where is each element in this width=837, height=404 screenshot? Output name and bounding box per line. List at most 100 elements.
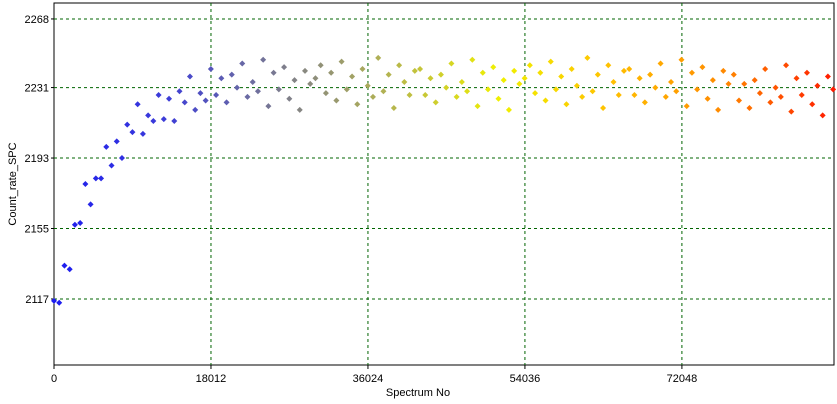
point bbox=[166, 95, 173, 102]
point bbox=[51, 297, 57, 304]
point bbox=[359, 66, 366, 73]
point bbox=[338, 58, 345, 65]
point bbox=[814, 82, 821, 89]
point bbox=[803, 69, 810, 76]
point bbox=[343, 86, 350, 93]
point bbox=[652, 84, 659, 91]
point bbox=[537, 69, 544, 76]
point bbox=[265, 103, 272, 110]
y-tick-label: 2193 bbox=[25, 153, 49, 165]
point bbox=[176, 88, 183, 95]
point bbox=[552, 86, 559, 93]
point bbox=[108, 162, 115, 169]
point bbox=[730, 71, 737, 78]
point bbox=[322, 90, 329, 97]
point bbox=[443, 84, 450, 91]
point bbox=[573, 82, 580, 89]
point bbox=[704, 95, 711, 102]
point bbox=[448, 60, 455, 67]
point bbox=[411, 67, 418, 74]
point bbox=[181, 99, 188, 106]
point bbox=[218, 75, 225, 82]
point bbox=[824, 73, 831, 80]
point bbox=[92, 175, 99, 182]
point bbox=[605, 62, 612, 69]
point bbox=[715, 106, 722, 113]
point bbox=[145, 112, 152, 119]
point bbox=[558, 73, 565, 80]
point bbox=[699, 64, 706, 71]
point bbox=[490, 64, 497, 71]
point bbox=[87, 201, 94, 208]
point bbox=[657, 60, 664, 67]
point bbox=[830, 86, 837, 93]
point bbox=[260, 56, 267, 63]
point bbox=[385, 71, 392, 78]
point bbox=[202, 97, 209, 104]
point bbox=[249, 79, 256, 86]
point bbox=[66, 266, 73, 273]
point bbox=[275, 86, 282, 93]
point bbox=[626, 66, 633, 73]
point bbox=[317, 62, 324, 69]
point bbox=[688, 69, 695, 76]
point bbox=[71, 221, 78, 228]
point bbox=[542, 97, 549, 104]
point bbox=[77, 219, 84, 226]
point bbox=[709, 77, 716, 84]
point bbox=[234, 84, 241, 91]
point bbox=[636, 75, 643, 82]
point bbox=[767, 99, 774, 106]
point bbox=[563, 101, 570, 108]
point bbox=[641, 99, 648, 106]
point bbox=[511, 67, 518, 74]
point bbox=[150, 117, 157, 124]
point bbox=[469, 56, 476, 63]
point bbox=[458, 79, 465, 86]
point bbox=[678, 56, 685, 63]
x-tick-label: 0 bbox=[51, 373, 57, 385]
point bbox=[772, 84, 779, 91]
point bbox=[244, 93, 251, 100]
point bbox=[500, 77, 507, 84]
point bbox=[673, 88, 680, 95]
point bbox=[192, 106, 199, 113]
point bbox=[312, 75, 319, 82]
point bbox=[207, 66, 214, 73]
point bbox=[532, 90, 539, 97]
point bbox=[186, 73, 193, 80]
point bbox=[134, 101, 141, 108]
point bbox=[631, 91, 638, 98]
y-tick-label: 2231 bbox=[25, 83, 49, 95]
point bbox=[171, 117, 178, 124]
point bbox=[432, 99, 439, 106]
point bbox=[333, 97, 340, 104]
point bbox=[401, 79, 408, 86]
point bbox=[683, 103, 690, 110]
point bbox=[620, 67, 627, 74]
x-tick-label: 72048 bbox=[667, 373, 698, 385]
point bbox=[118, 155, 125, 162]
point bbox=[286, 95, 293, 102]
y-tick-label: 2155 bbox=[25, 224, 49, 236]
point bbox=[364, 82, 371, 89]
point bbox=[349, 73, 356, 80]
point bbox=[417, 66, 424, 73]
point bbox=[113, 138, 120, 145]
point bbox=[369, 93, 376, 100]
point bbox=[223, 99, 230, 106]
plot-area bbox=[53, 2, 835, 366]
point bbox=[160, 116, 167, 123]
point bbox=[103, 143, 110, 150]
point bbox=[422, 91, 429, 98]
point bbox=[746, 104, 753, 111]
y-axis-label: Count_rate_SPC bbox=[7, 142, 19, 225]
point bbox=[788, 108, 795, 115]
x-tick-label: 18012 bbox=[196, 373, 227, 385]
point bbox=[56, 299, 63, 306]
point bbox=[124, 121, 131, 128]
point bbox=[736, 97, 743, 104]
point bbox=[155, 91, 162, 98]
point bbox=[254, 88, 261, 95]
